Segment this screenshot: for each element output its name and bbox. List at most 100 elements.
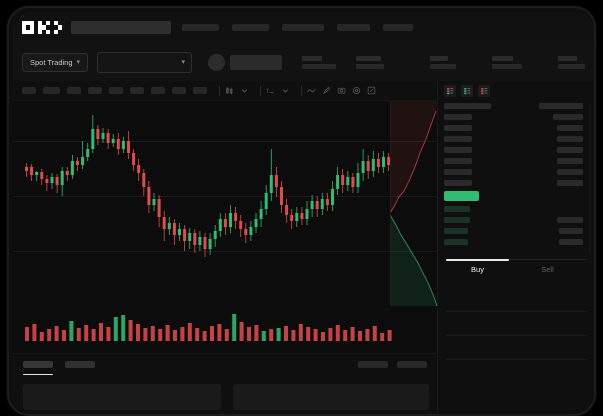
timeframe-7[interactable] xyxy=(172,87,186,94)
settings-icon[interactable] xyxy=(352,86,361,95)
orderbook-bid-row[interactable] xyxy=(444,228,468,234)
volume-bar xyxy=(25,327,29,341)
tab-label xyxy=(23,361,53,368)
orderbook-ask-row[interactable] xyxy=(444,114,472,120)
orderbook-ask-size xyxy=(557,169,583,175)
timeframe-2[interactable] xyxy=(67,87,81,94)
volume-bar xyxy=(224,329,229,341)
stat-label xyxy=(558,55,578,61)
orderbook-bids-icon[interactable] xyxy=(461,85,473,97)
volume-bar xyxy=(128,320,133,341)
orderbook-asks-icon[interactable] xyxy=(478,85,490,97)
okx-logo[interactable] xyxy=(22,20,62,35)
timeframe-5[interactable] xyxy=(130,87,144,94)
orders-filter-0[interactable] xyxy=(358,361,388,368)
timeframe-6[interactable] xyxy=(151,87,165,94)
timeframe-3[interactable] xyxy=(88,87,102,94)
candle-body xyxy=(249,227,253,235)
candlestick-type-icon[interactable] xyxy=(225,86,234,95)
price-chart-panel[interactable] xyxy=(13,101,437,353)
tab-buy[interactable]: Buy xyxy=(471,265,484,274)
timeframe-8[interactable] xyxy=(193,87,207,94)
chevron-down-icon: ▾ xyxy=(181,58,186,66)
volume-bar xyxy=(313,329,318,341)
volume-bar xyxy=(202,331,207,341)
nav-item-3[interactable] xyxy=(337,24,370,31)
trading-pair-dropdown[interactable]: ▾ xyxy=(97,51,193,73)
nav-item-4[interactable] xyxy=(383,24,413,31)
orders-tab-0[interactable] xyxy=(23,361,53,375)
candle-body xyxy=(371,159,375,171)
logo-pixel xyxy=(26,29,30,35)
nav-item-1[interactable] xyxy=(232,24,269,31)
nav-item-2[interactable] xyxy=(282,24,324,31)
candlestick-series xyxy=(25,115,391,257)
orderbook-scrollbar[interactable] xyxy=(589,103,591,253)
pencil-icon[interactable] xyxy=(322,86,331,95)
ticker-stat-3 xyxy=(492,55,523,69)
volume-bar xyxy=(54,326,59,341)
global-search-input[interactable] xyxy=(71,21,171,34)
market-type-dropdown[interactable]: Spot Trading ▾ xyxy=(22,52,89,72)
candle-body xyxy=(290,215,294,221)
timeframe-list xyxy=(22,87,214,94)
nav-items xyxy=(182,24,426,31)
orderbook-ask-size xyxy=(557,180,583,186)
trade-form-field-0[interactable] xyxy=(446,311,587,312)
candle-body xyxy=(111,139,115,143)
line-chart-icon[interactable] xyxy=(307,86,316,95)
candle-body xyxy=(331,189,334,205)
candle-body xyxy=(336,175,340,189)
candle-body xyxy=(121,141,125,149)
stat-label xyxy=(430,55,449,61)
volume-bar xyxy=(180,327,185,341)
volume-bar xyxy=(261,331,266,341)
order-card-0[interactable] xyxy=(23,384,221,410)
orderbook-ask-row[interactable] xyxy=(444,180,472,186)
orderbook-ask-row[interactable] xyxy=(444,125,472,131)
logo-pixel xyxy=(38,25,42,30)
orderbook-bid-row[interactable] xyxy=(444,217,470,223)
order-book[interactable] xyxy=(438,101,594,256)
orderbook-ask-row[interactable] xyxy=(444,136,472,142)
chevron-down-icon[interactable] xyxy=(281,86,290,95)
chevron-down-icon[interactable] xyxy=(240,86,249,95)
orderbook-ask-row[interactable] xyxy=(444,147,472,153)
ticker-stat-1 xyxy=(356,55,385,69)
orderbook-ask-row[interactable] xyxy=(444,158,472,164)
timeframe-4[interactable] xyxy=(109,87,123,94)
camera-icon[interactable] xyxy=(337,86,346,95)
timeframe-0[interactable] xyxy=(22,87,36,94)
orders-filter-1[interactable] xyxy=(397,361,427,368)
orderbook-bid-row[interactable] xyxy=(444,239,468,245)
candle-body xyxy=(223,219,227,227)
orderbook-ask-size xyxy=(539,103,583,109)
orderbook-ask-row[interactable] xyxy=(444,103,491,109)
app-screen: Spot Trading ▾ ▾ f xyxy=(13,12,594,414)
order-card-1[interactable] xyxy=(233,384,429,410)
orderbook-ask-size xyxy=(557,125,583,131)
fullscreen-icon[interactable] xyxy=(367,86,376,95)
indicators-icon[interactable]: f xyxy=(266,86,275,95)
candle-body xyxy=(167,223,171,229)
volume-bar xyxy=(335,325,340,341)
volume-bar xyxy=(372,326,377,341)
logo-pixel xyxy=(46,20,50,26)
svg-text:f: f xyxy=(267,89,269,95)
orderbook-layout-toolbar xyxy=(444,85,490,97)
timeframe-1[interactable] xyxy=(43,87,60,94)
tab-sell[interactable]: Sell xyxy=(541,265,554,274)
volume-bar xyxy=(247,327,251,341)
logo-pixel xyxy=(58,30,62,35)
volume-bar xyxy=(306,327,311,341)
trade-form-field-2[interactable] xyxy=(446,359,587,360)
trade-form-field-1[interactable] xyxy=(446,335,587,336)
orderbook-bid-row[interactable] xyxy=(444,206,470,212)
stat-value xyxy=(430,63,457,69)
orders-tab-1[interactable] xyxy=(65,361,95,368)
orderbook-ask-row[interactable] xyxy=(444,169,472,175)
orderbook-both-icon[interactable] xyxy=(444,85,456,97)
logo-pixel xyxy=(30,29,34,35)
volume-bar xyxy=(99,323,103,341)
nav-item-0[interactable] xyxy=(182,24,219,31)
